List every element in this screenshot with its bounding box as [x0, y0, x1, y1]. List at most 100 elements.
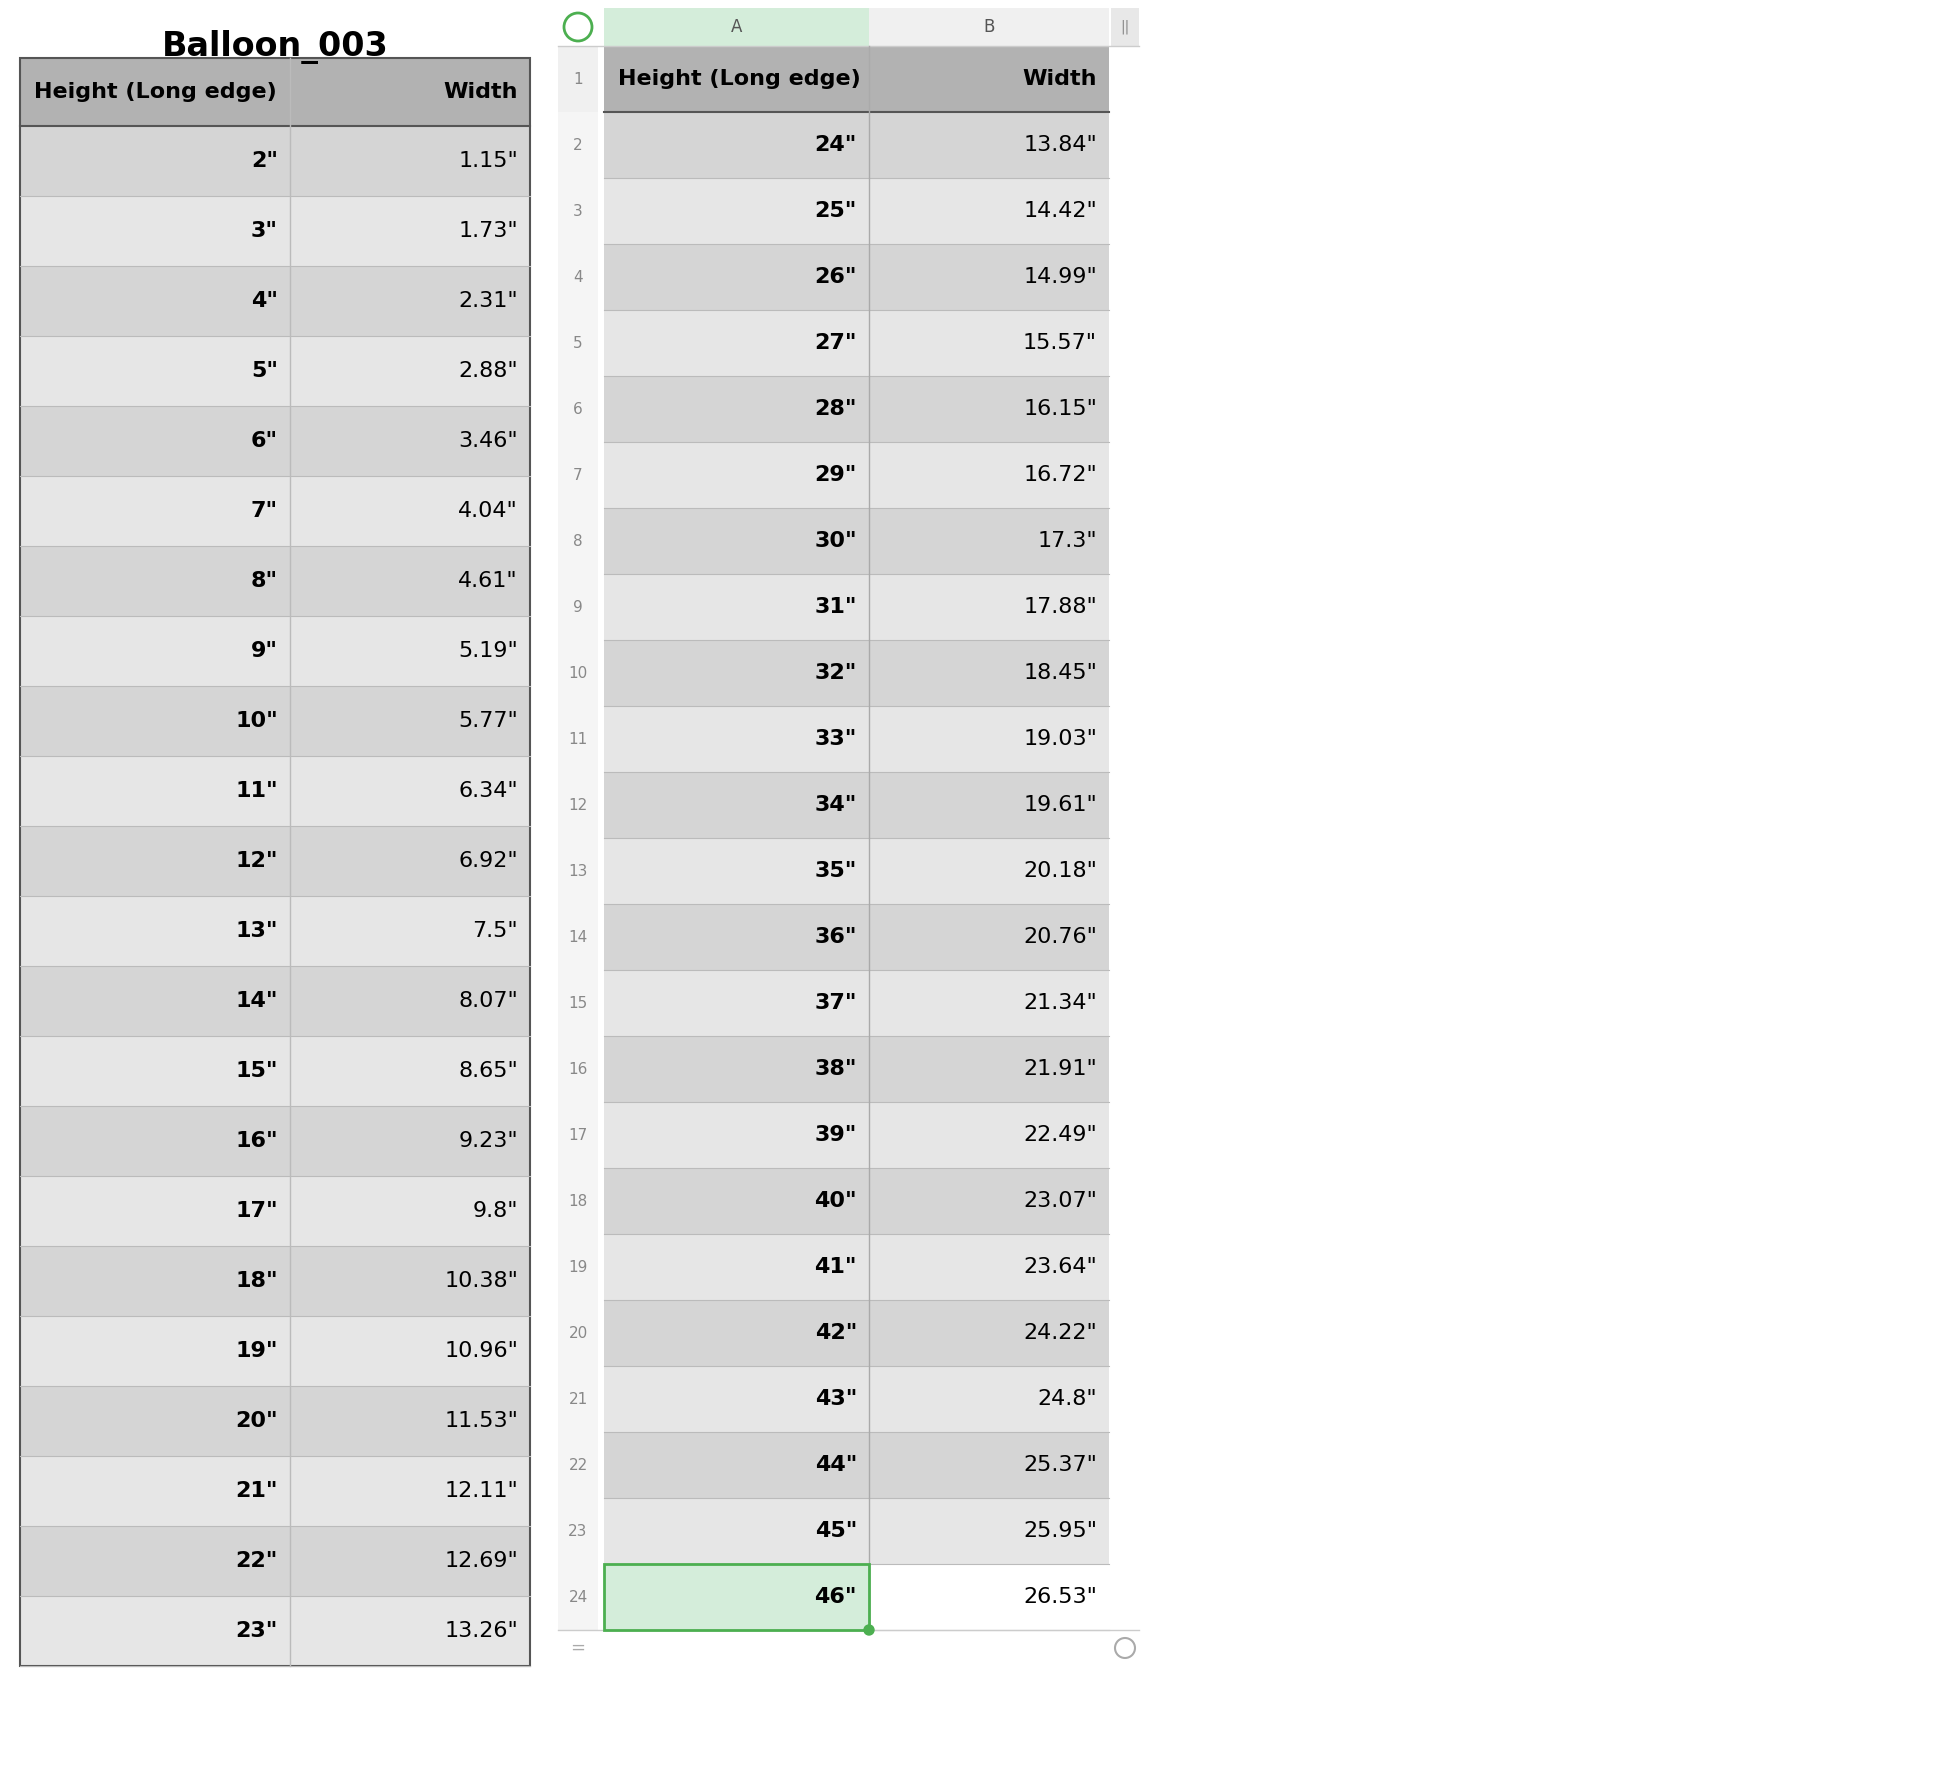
- Text: 4": 4": [251, 290, 278, 312]
- Bar: [870, 772, 1109, 837]
- Text: 24": 24": [815, 135, 856, 156]
- Text: 18: 18: [568, 1193, 588, 1209]
- Bar: [19, 58, 529, 126]
- Text: 19.61": 19.61": [1024, 795, 1098, 814]
- Text: 1.73": 1.73": [459, 221, 518, 241]
- Text: 4.61": 4.61": [459, 572, 518, 591]
- Bar: [559, 508, 597, 573]
- Text: 24.22": 24.22": [1024, 1322, 1098, 1343]
- Text: 23": 23": [235, 1621, 278, 1641]
- Text: 8.07": 8.07": [457, 991, 518, 1011]
- Bar: [603, 1234, 870, 1299]
- Bar: [603, 1565, 870, 1630]
- Bar: [603, 970, 870, 1035]
- Bar: [559, 442, 597, 508]
- Text: 32": 32": [815, 664, 856, 683]
- Text: 15": 15": [235, 1060, 278, 1081]
- Bar: [559, 772, 597, 837]
- Bar: [19, 266, 529, 336]
- Text: 31": 31": [815, 596, 856, 618]
- Bar: [603, 1103, 870, 1168]
- Text: 6.92": 6.92": [459, 851, 518, 871]
- Text: 30": 30": [813, 531, 856, 550]
- Text: 19: 19: [568, 1260, 588, 1274]
- Bar: [603, 1299, 870, 1366]
- Text: 17.88": 17.88": [1024, 596, 1098, 618]
- Bar: [870, 442, 1109, 508]
- Text: Height (Long edge): Height (Long edge): [619, 69, 860, 88]
- Text: 4.04": 4.04": [457, 501, 518, 520]
- Bar: [559, 1234, 597, 1299]
- Bar: [603, 179, 870, 244]
- Text: 4: 4: [574, 269, 582, 285]
- Bar: [19, 476, 529, 545]
- Text: 45": 45": [815, 1520, 856, 1542]
- Bar: [19, 1317, 529, 1386]
- Text: Height (Long edge): Height (Long edge): [33, 81, 276, 103]
- Text: 5: 5: [574, 336, 582, 350]
- Text: 16.15": 16.15": [1024, 398, 1098, 419]
- Bar: [19, 1106, 529, 1175]
- Bar: [19, 58, 529, 1666]
- Bar: [19, 545, 529, 616]
- Text: 17: 17: [568, 1127, 588, 1142]
- Text: 36": 36": [815, 927, 856, 947]
- Text: 12.11": 12.11": [444, 1481, 518, 1501]
- Bar: [603, 310, 870, 375]
- Bar: [559, 641, 597, 706]
- Bar: [870, 573, 1109, 641]
- Text: 13: 13: [568, 864, 588, 878]
- Bar: [870, 1432, 1109, 1497]
- Text: 3: 3: [574, 204, 584, 218]
- Text: 5.19": 5.19": [457, 641, 518, 660]
- Text: 9.23": 9.23": [459, 1131, 518, 1150]
- Text: 11": 11": [235, 781, 278, 802]
- Text: 27": 27": [815, 333, 856, 352]
- Text: 2.31": 2.31": [459, 290, 518, 312]
- Bar: [559, 1103, 597, 1168]
- Text: 6: 6: [574, 402, 584, 416]
- Bar: [559, 179, 597, 244]
- Bar: [559, 573, 597, 641]
- Text: 22": 22": [235, 1551, 278, 1572]
- Text: 33": 33": [815, 729, 856, 749]
- Bar: [870, 1234, 1109, 1299]
- Bar: [559, 1035, 597, 1103]
- Text: 25.95": 25.95": [1024, 1520, 1098, 1542]
- Text: 13": 13": [235, 920, 278, 942]
- Bar: [870, 46, 1109, 112]
- Text: 19.03": 19.03": [1024, 729, 1098, 749]
- Text: 39": 39": [815, 1126, 856, 1145]
- Bar: [603, 772, 870, 837]
- Bar: [19, 1246, 529, 1317]
- Bar: [603, 1497, 870, 1565]
- Bar: [870, 904, 1109, 970]
- Bar: [603, 442, 870, 508]
- Text: 8.65": 8.65": [457, 1060, 518, 1081]
- Text: 5": 5": [251, 361, 278, 381]
- Text: ||: ||: [1121, 19, 1129, 34]
- Bar: [603, 244, 870, 310]
- Text: 41": 41": [815, 1257, 856, 1276]
- Bar: [870, 641, 1109, 706]
- Bar: [870, 1168, 1109, 1234]
- Bar: [19, 1526, 529, 1597]
- Bar: [19, 966, 529, 1035]
- Bar: [870, 1366, 1109, 1432]
- Text: 38": 38": [815, 1058, 856, 1080]
- Bar: [870, 375, 1109, 442]
- Text: 44": 44": [815, 1455, 856, 1474]
- Circle shape: [864, 1625, 874, 1635]
- Text: 40": 40": [813, 1191, 856, 1211]
- Bar: [870, 706, 1109, 772]
- Text: 37": 37": [815, 993, 856, 1012]
- Text: 28": 28": [815, 398, 856, 419]
- Text: 6.34": 6.34": [459, 781, 518, 802]
- Bar: [603, 641, 870, 706]
- Bar: [19, 336, 529, 405]
- Text: 22: 22: [568, 1457, 588, 1473]
- Text: 17": 17": [235, 1202, 278, 1221]
- Text: 19": 19": [235, 1342, 278, 1361]
- Bar: [19, 827, 529, 896]
- Text: 21.34": 21.34": [1024, 993, 1098, 1012]
